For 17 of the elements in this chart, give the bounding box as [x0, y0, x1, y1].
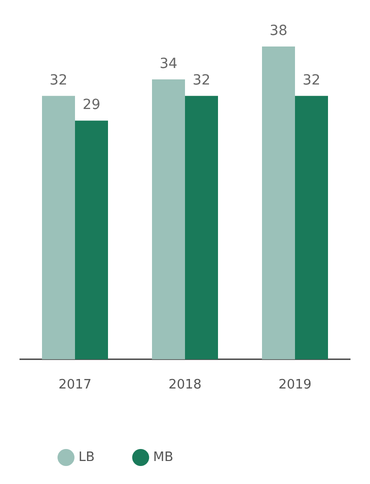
x-tick-label: 2017 — [58, 378, 92, 393]
legend-label: LB — [78, 450, 95, 465]
data-label: 32 — [302, 72, 320, 89]
data-label: 32 — [50, 72, 68, 89]
data-label: 38 — [270, 23, 288, 40]
bar — [295, 96, 328, 360]
legend-label: MB — [153, 450, 174, 465]
data-label: 32 — [192, 72, 210, 89]
bar — [75, 120, 108, 360]
x-tick-label: 2019 — [278, 378, 312, 393]
bar — [262, 46, 295, 360]
bar — [152, 79, 185, 360]
bar — [42, 96, 75, 360]
data-label: 29 — [82, 97, 100, 114]
bar — [185, 96, 218, 360]
data-label: 34 — [160, 56, 178, 72]
x-tick-label: 2018 — [168, 378, 202, 393]
